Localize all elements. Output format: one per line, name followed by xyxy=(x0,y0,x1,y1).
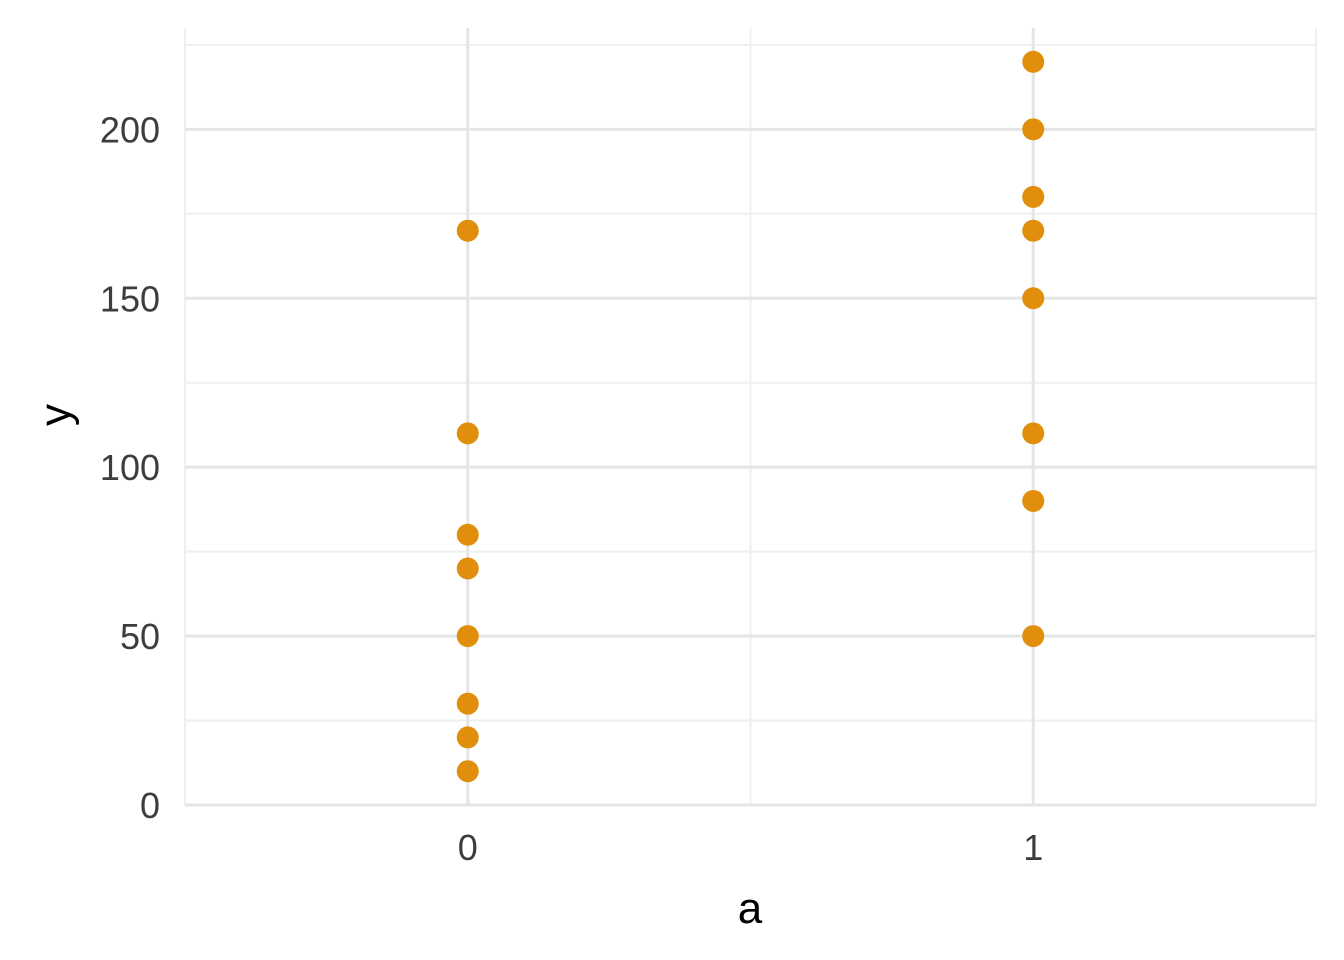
data-point xyxy=(456,523,479,546)
data-point xyxy=(1022,489,1045,512)
data-points xyxy=(456,50,1045,783)
y-tick-label: 150 xyxy=(100,278,160,319)
y-tick-label: 100 xyxy=(100,447,160,488)
data-point xyxy=(456,557,479,580)
y-tick-label: 200 xyxy=(100,109,160,150)
data-point xyxy=(456,692,479,715)
data-point xyxy=(1022,422,1045,445)
grid-lines xyxy=(184,28,1317,807)
y-tick-label: 50 xyxy=(120,616,160,657)
data-point xyxy=(1022,185,1045,208)
y-tick-labels: 0 50 100 150 200 xyxy=(100,109,160,826)
data-point xyxy=(456,219,479,242)
data-point xyxy=(456,422,479,445)
data-point xyxy=(1022,50,1045,73)
data-point xyxy=(456,726,479,749)
data-point xyxy=(456,625,479,648)
y-tick-label: 0 xyxy=(140,785,160,826)
x-tick-label: 1 xyxy=(1023,827,1043,868)
y-axis-title: y xyxy=(31,404,80,426)
data-point xyxy=(1022,118,1045,141)
data-point xyxy=(1022,625,1045,648)
data-point xyxy=(1022,287,1045,310)
x-axis-title: a xyxy=(738,884,763,933)
data-point xyxy=(456,760,479,783)
data-point xyxy=(1022,219,1045,242)
x-tick-label: 0 xyxy=(458,827,478,868)
